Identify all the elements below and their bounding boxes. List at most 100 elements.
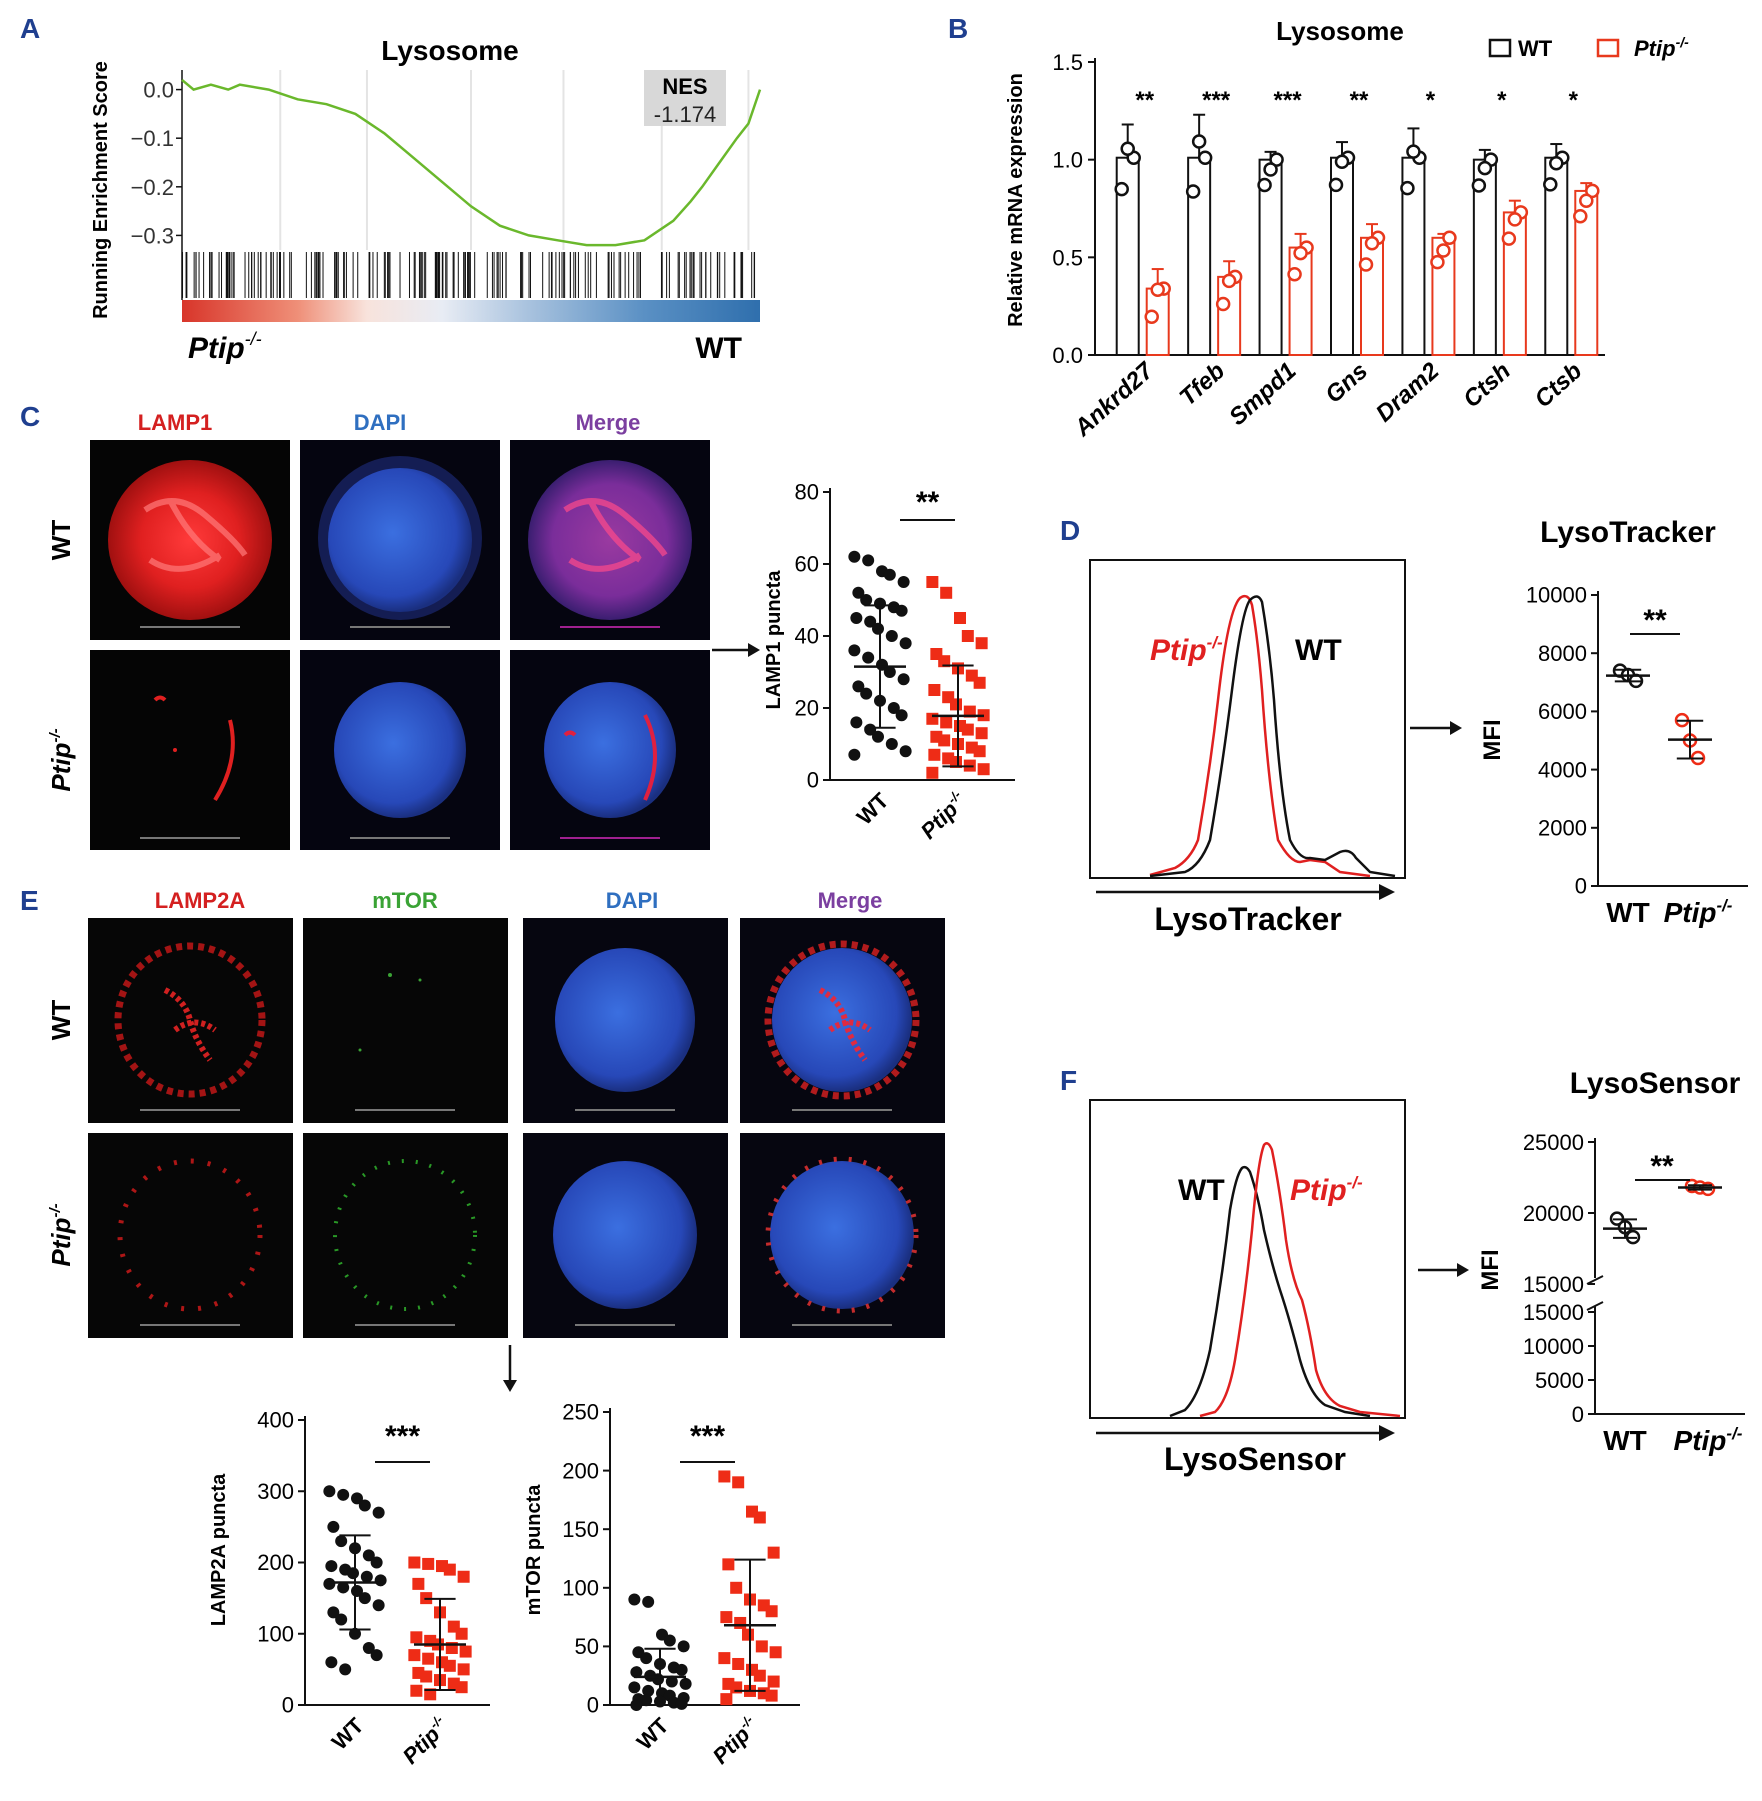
bar-x-label: Dram2 [1371,357,1445,427]
plotE1-point [323,1485,336,1498]
d-hist-label-wt: WT [1295,634,1342,667]
plotE1-point [339,1663,352,1676]
plotC-point [864,723,877,736]
legend-wt-label: WT [1518,36,1553,61]
f-hist-xlabel: LysoSensor [1164,1441,1346,1477]
plotE1-point [327,1520,340,1533]
plotE2-point [642,1684,655,1697]
panel-d-lysotracker: Ptip-/- WT LysoTracker LysoTracker MFI 0… [1089,516,1748,937]
plotE1-point [410,1684,423,1697]
bar-significance: * [1497,87,1507,114]
plotC-point [864,615,877,628]
plotE1-point [349,1627,361,1640]
plotC-point [852,586,865,599]
plotE2-point [722,1558,735,1571]
plotD-y-tick-label: 2000 [1538,816,1587,841]
plotE2-point [628,1593,641,1606]
plotC-point [940,716,953,729]
bar-point [1471,178,1487,193]
plotC-point [926,712,939,725]
plotE1-y-tick-label: 300 [257,1479,294,1504]
plotD-y-tick-label: 6000 [1538,699,1587,724]
plotE2-point [675,1663,688,1676]
bar-significance: ** [1135,87,1154,114]
plotE2-point [755,1640,768,1653]
plotC-point [848,748,861,761]
gsea-left-label: Ptip-/- [188,329,262,365]
plotD-y-tick-label: 0 [1575,874,1587,899]
bar-x-label: Tfeb [1174,357,1230,411]
bar-x-label: Ctsb [1530,357,1588,413]
plotE2-point [765,1689,778,1702]
panel-letter-c: C [20,401,40,432]
panel-letter-e: E [20,885,39,916]
d-hist-label-ko: Ptip-/- [1150,633,1223,667]
plotE2-point [630,1699,643,1711]
plotD-x-label-ko: Ptip-/- [1664,896,1733,928]
gsea-title: Lysosome [381,35,518,66]
c-row-ko: Ptip-/- [46,728,76,791]
bar-x-label: Ankrd27 [1069,356,1160,442]
e2-plot-ylabel: mTOR puncta [523,1484,545,1616]
plotC-point [895,709,908,722]
plotF-y-tick-label: 0 [1572,1402,1584,1427]
panel-letter-f: F [1060,1065,1077,1096]
plotE1-point [351,1492,363,1505]
plotE2-y-tick-label: 50 [575,1634,599,1659]
plotF-axis-break [1586,1275,1604,1285]
bar-point [1263,162,1278,177]
plotE1-point [370,1649,383,1662]
e-wt-mtor-image [303,918,508,1123]
panel-e-microscopy: LAMP2A mTOR DAPI Merge WT Ptip-/- [46,888,945,1769]
bar-significance: * [1569,87,1579,114]
plotC-point [961,723,974,736]
plotE1-point [422,1652,435,1665]
f-hist-label-wt: WT [1178,1174,1225,1207]
plotF-y-tick-label: 15000 [1523,1300,1584,1325]
plotC-point [850,612,863,624]
panel-f-lysosensor: WT Ptip-/- LysoSensor LysoSensor MFI 0 50… [1089,1067,1745,1477]
panel-a-gsea: Lysosome Running Enrichment Score 0.0 −0.… [90,35,762,365]
plotE2-point [720,1693,733,1706]
plotE1-y-tick-label: 400 [257,1408,294,1433]
plotE2-point [753,1669,766,1682]
plotF-y-tick-label: 25000 [1523,1130,1584,1155]
bar-point [1287,267,1302,282]
plotE2-point [767,1546,780,1559]
plotF-x-label-ko: Ptip-/- [1674,1424,1743,1456]
plotE1-point [457,1663,470,1676]
plotC-point [850,716,863,729]
plotC-x-label-ko: Ptip-/- [915,787,972,844]
plotC-y-tick-label: 20 [795,696,819,721]
plotD-significance: ** [1643,604,1667,637]
plotC-point [885,630,898,642]
plotE1-x-label-ko: Ptip-/- [397,1712,454,1769]
plotC-point [887,702,900,714]
plotE1-significance: *** [385,1420,420,1453]
plotE2-point [753,1511,766,1524]
bar-point [1114,181,1129,197]
gsea-running-score-line [181,78,762,247]
gsea-rank-gradient [182,300,760,322]
e1-plot-ylabel: LAMP2A puncta [208,1473,230,1626]
legend-wt-swatch [1488,38,1512,58]
bar-y-tick-label: 1.0 [1052,148,1083,173]
d-hist-xlabel: LysoTracker [1154,901,1341,937]
plotE2-point [718,1652,731,1665]
f-histogram-wt-curve [1169,1165,1371,1418]
plotE2-point [734,1616,747,1629]
plotE2-point [732,1657,745,1670]
gsea-hit-barcode [182,252,756,298]
f-histogram-frame [1089,1099,1406,1419]
plotE1-point [337,1581,350,1594]
plotE2-point [665,1675,678,1688]
plotC-point [975,727,988,740]
plotE2-point [679,1677,692,1690]
plotE1-point [412,1577,425,1590]
plotC-y-tick-label: 80 [795,480,819,505]
bar-point [1257,177,1272,193]
bar-ko [1217,275,1242,356]
plotE1-point [337,1488,350,1501]
plotE1-point [335,1535,348,1548]
